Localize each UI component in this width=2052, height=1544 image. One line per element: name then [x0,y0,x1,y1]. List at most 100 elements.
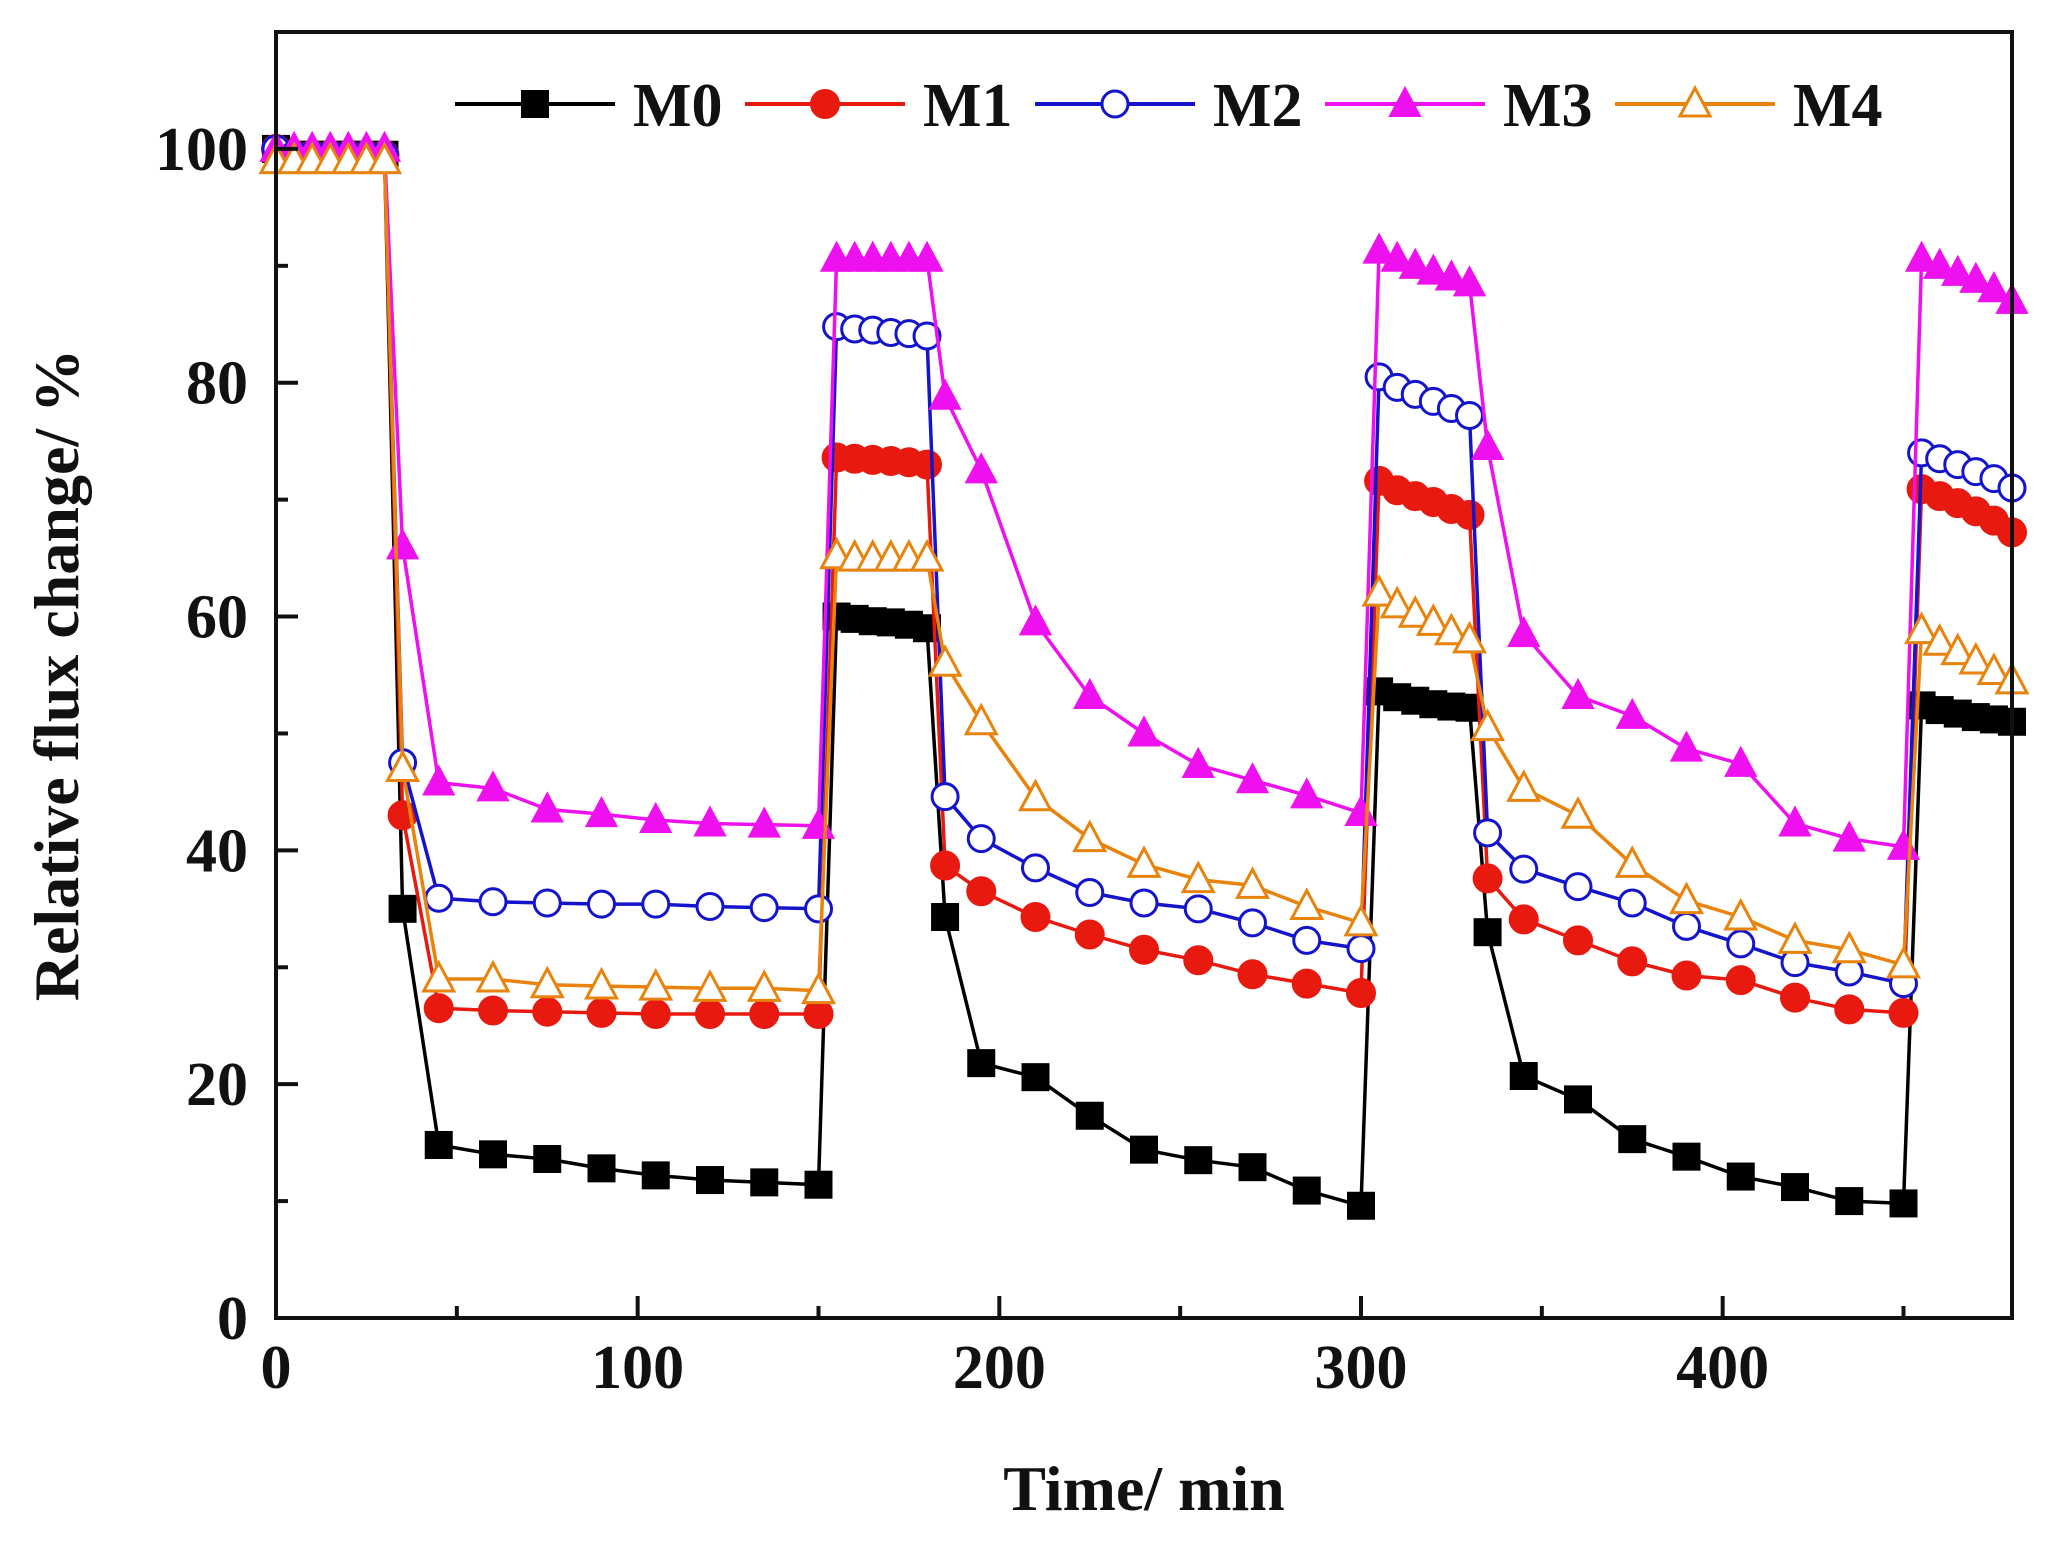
data-point-m2 [912,321,942,351]
data-point-m4 [1831,930,1867,964]
data-point-m4 [909,538,945,572]
data-point-m2 [1238,908,1267,938]
data-point-m0 [696,1166,724,1195]
legend-label: M0 [633,72,723,140]
series-layer [258,130,2030,1220]
data-point-m4 [1072,819,1108,853]
series-line-m2 [275,147,2013,986]
data-point-m4 [475,959,511,993]
data-point-m2 [1292,925,1322,955]
x-tick-label: 0 [261,1334,292,1402]
data-point-m3 [584,796,619,828]
data-point-m0 [967,1049,996,1078]
data-point-m1 [695,999,725,1030]
data-point-m2 [695,891,725,921]
data-point-m3 [1398,247,1432,279]
data-point-m3 [1561,677,1595,710]
data-point-m2 [930,782,960,812]
data-point-m3 [1380,240,1414,272]
legend-marker [810,89,840,119]
data-point-m2 [1563,872,1593,902]
data-point-m0 [641,1161,670,1190]
data-point-m2 [1075,877,1105,907]
data-point-m1 [478,995,508,1026]
data-point-m1 [1834,994,1865,1025]
data-point-m4 [1433,612,1469,646]
y-tick-label: 40 [186,817,248,885]
y-tick-label: 60 [186,584,248,652]
data-point-m0 [804,1170,833,1199]
data-point-m0 [1184,1146,1213,1175]
plot-frame [274,30,2014,1320]
data-point-m0 [1726,1162,1755,1191]
axes: 0 100 200 300 400 0 20 40 60 80 100 [155,30,2014,1402]
data-point-m0 [1238,1153,1267,1182]
data-point-m0 [587,1154,616,1183]
data-point-m2 [1726,929,1756,959]
data-point-m4 [638,967,674,1001]
data-point-m3 [422,764,456,796]
data-point-m4 [1397,595,1433,628]
data-point-m4 [366,141,403,175]
x-tick-label: 200 [953,1334,1046,1402]
legend-label: M1 [923,72,1013,140]
data-point-m0 [1509,1061,1538,1090]
data-point-m1 [1617,946,1648,977]
data-point-m3 [1832,820,1866,852]
data-point-m2 [1129,888,1159,918]
data-point-m0 [1292,1176,1321,1205]
data-point-m0 [1021,1063,1050,1092]
data-point-m4 [1289,887,1325,920]
data-point-m2 [424,883,454,913]
data-point-m0 [1889,1189,1918,1218]
series-line-m1 [275,147,2013,1016]
series-m3 [259,130,2029,860]
data-point-m3 [1290,777,1324,809]
data-point-m0 [931,903,960,932]
data-point-m0 [388,894,417,923]
data-point-m2 [478,887,508,917]
y-tick-label: 100 [155,116,248,184]
legend-label: M2 [1213,72,1303,140]
data-point-m1 [749,999,780,1030]
data-point-m2 [1509,854,1539,884]
data-point-m1 [1472,863,1503,894]
legend-item-m4: M4 [1615,72,1883,140]
data-point-m3 [964,452,998,484]
data-point-m1 [640,999,671,1030]
data-point-m3 [928,378,962,410]
data-point-m1 [1074,919,1105,950]
data-point-m4 [1885,945,1922,979]
data-point-m1 [1563,925,1593,956]
legend-marker [1388,85,1422,117]
data-point-m1 [1291,968,1322,999]
data-point-m0 [1618,1125,1647,1154]
data-point-m3 [530,791,564,823]
data-point-m4 [1343,903,1379,937]
data-point-m3 [1181,746,1215,779]
data-point-m3 [693,805,727,837]
y-tick-label: 20 [186,1051,248,1119]
data-point-m3 [747,806,781,838]
data-point-m1 [803,999,834,1030]
data-point-m0 [424,1130,453,1159]
data-point-m4 [1976,652,2012,685]
data-point-m4 [1470,708,1506,742]
data-point-m0 [750,1168,779,1197]
data-point-m4 [1379,585,1415,619]
data-point-m3 [1452,265,1487,297]
data-point-m2 [641,889,671,919]
data-point-m0 [479,1140,507,1169]
legend-item-m3: M3 [1325,72,1593,140]
data-point-m0 [1075,1101,1104,1130]
data-point-m2 [532,888,562,918]
data-point-m3 [1778,805,1812,837]
data-point-m3 [1959,261,1993,293]
legend-label: M3 [1503,72,1593,140]
data-point-m4 [1922,623,1958,656]
data-point-m3 [910,240,944,272]
data-point-m4 [1777,921,1813,954]
data-point-m1 [586,997,617,1028]
data-point-m4 [583,966,620,1000]
